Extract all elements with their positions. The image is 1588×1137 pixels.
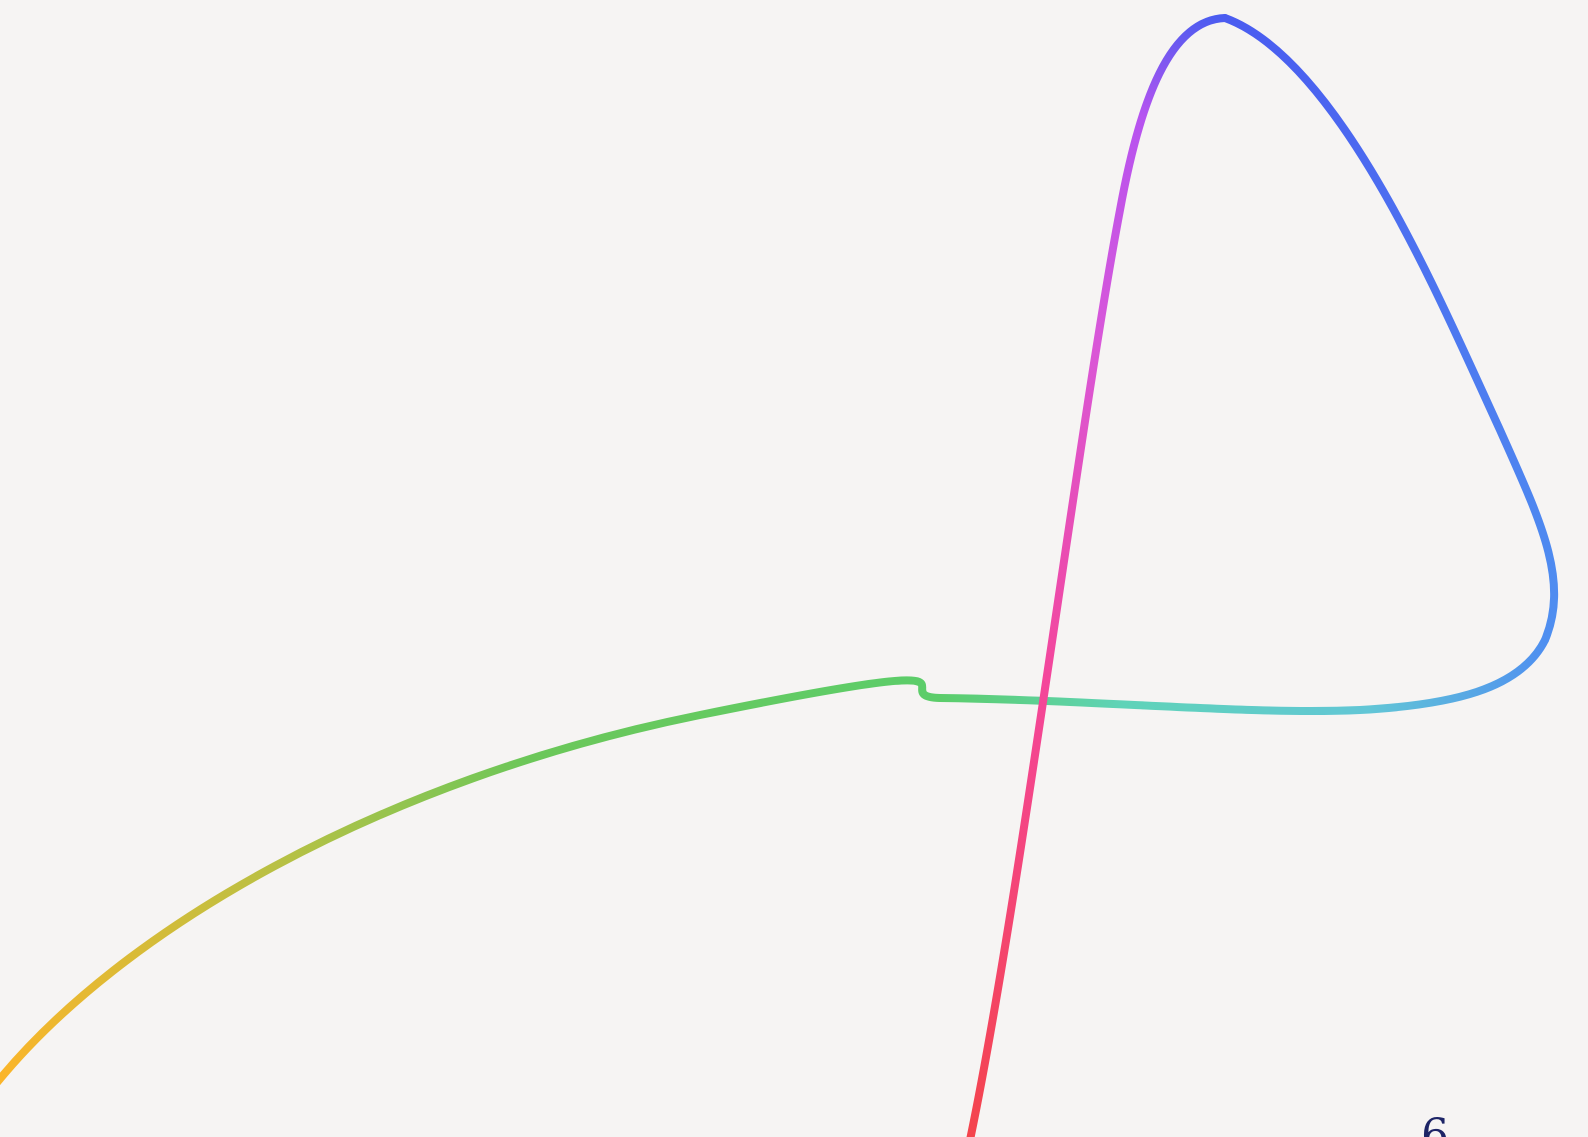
curve-segment: [0, 676, 944, 1086]
curve-segment: [966, 14, 1229, 1137]
curve-segment: [936, 636, 1549, 716]
curve-segment: [1221, 14, 1559, 644]
page-number: 6: [1421, 1110, 1449, 1137]
